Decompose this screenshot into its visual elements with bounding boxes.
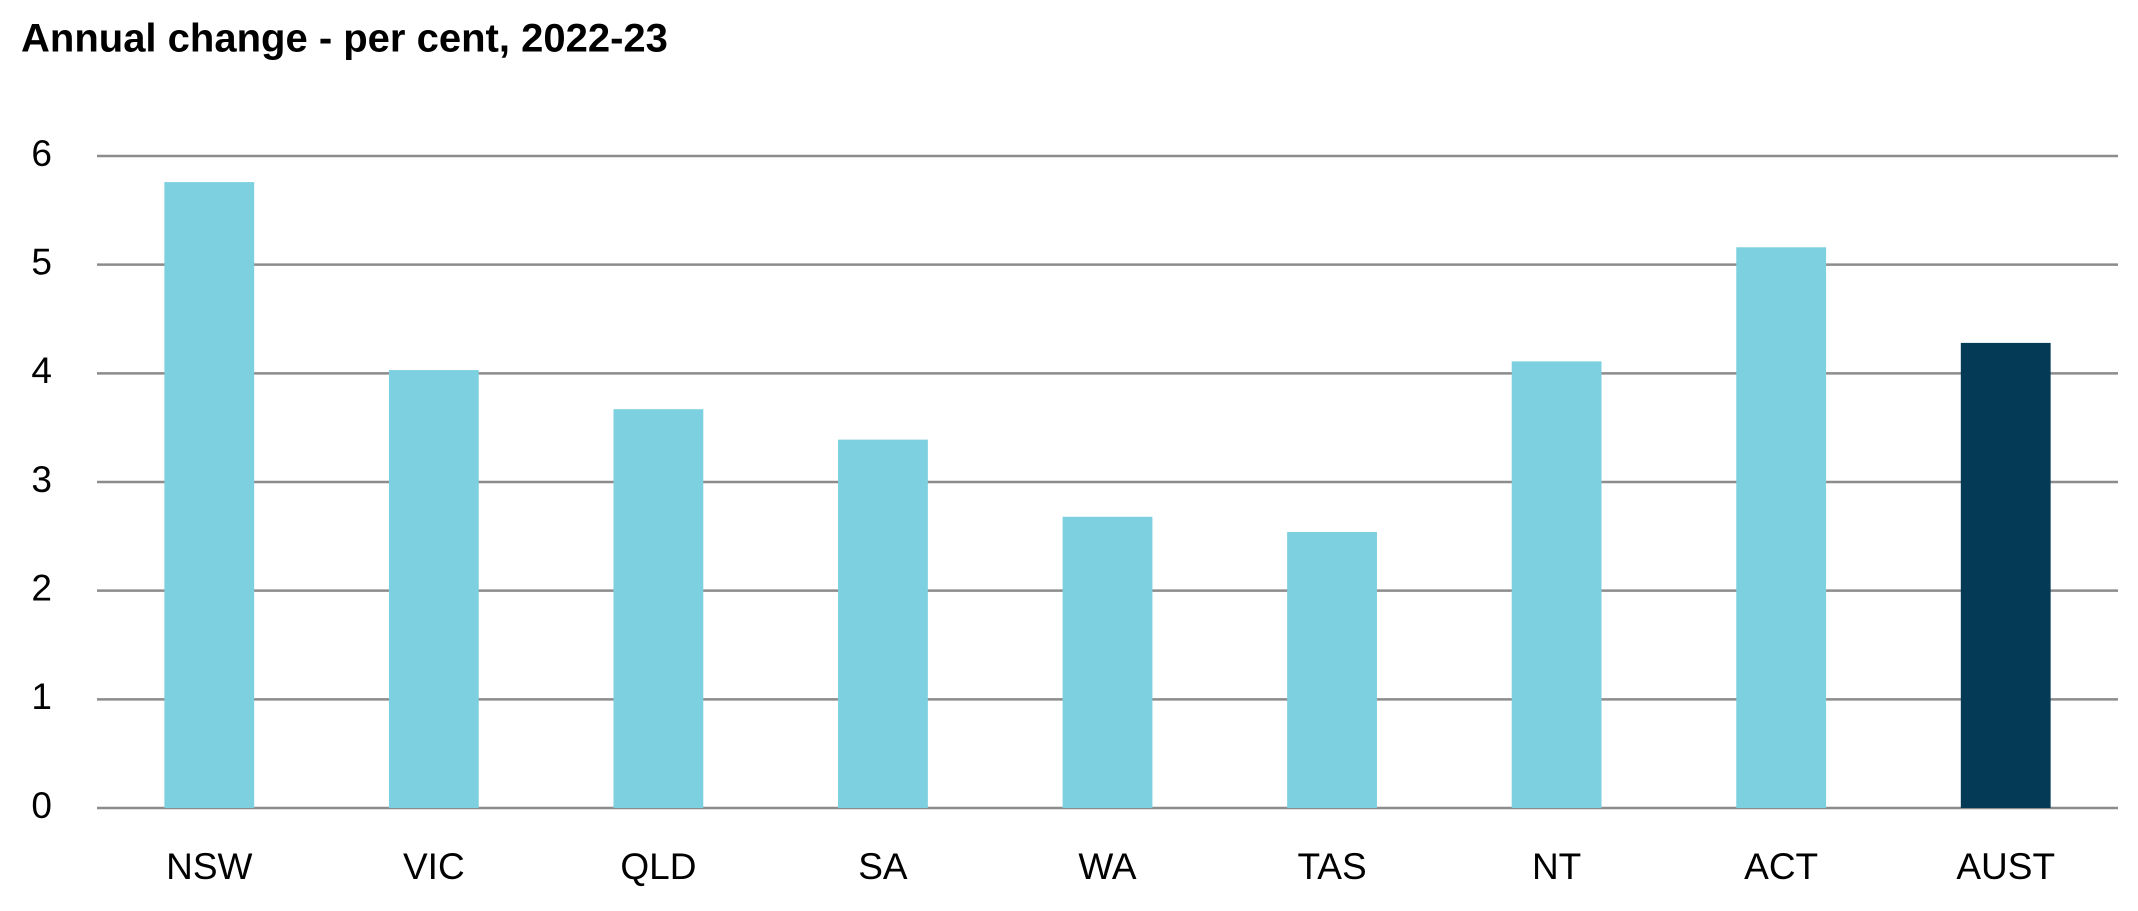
y-tick-label: 1 — [31, 676, 52, 717]
y-tick-label: 2 — [31, 567, 52, 608]
y-tick-label: 4 — [31, 350, 52, 391]
y-tick-label: 5 — [31, 241, 52, 282]
x-tick-label: TAS — [1297, 846, 1366, 887]
chart-title: Annual change - per cent, 2022-23 — [21, 17, 668, 61]
y-tick-label: 6 — [31, 133, 52, 174]
bar — [838, 439, 928, 808]
bar — [1287, 531, 1377, 808]
x-tick-label: WA — [1078, 846, 1137, 887]
bar — [164, 182, 255, 808]
bar — [1062, 516, 1153, 808]
x-tick-label: NT — [1532, 846, 1581, 887]
bar — [1960, 342, 2051, 808]
x-tick-label: AUST — [1956, 846, 2055, 887]
bar — [1736, 247, 1827, 808]
x-tick-label: QLD — [620, 846, 696, 887]
bar — [1511, 361, 1602, 808]
bar — [613, 409, 704, 808]
y-tick-label: 0 — [31, 785, 52, 826]
x-tick-label: VIC — [403, 846, 465, 887]
y-tick-label: 3 — [31, 459, 52, 500]
bar — [388, 370, 479, 808]
x-tick-label: SA — [858, 846, 908, 887]
x-tick-label: NSW — [166, 846, 252, 887]
x-tick-label: ACT — [1744, 846, 1818, 887]
